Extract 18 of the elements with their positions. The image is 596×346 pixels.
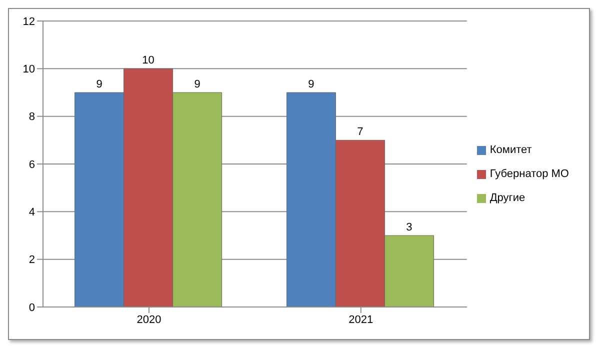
data-label: 9: [96, 78, 102, 90]
y-tick-label: 8: [28, 111, 35, 124]
y-tick-label: 12: [22, 16, 35, 28]
data-label: 9: [308, 78, 314, 90]
legend-label: Другие: [490, 192, 526, 204]
y-tick-label: 0: [28, 302, 35, 314]
data-label: 9: [194, 78, 200, 90]
y-tick-label: 6: [28, 158, 35, 171]
y-tick-label: 10: [22, 64, 35, 76]
data-label: 10: [142, 54, 154, 67]
legend-label: Губернатор МО: [490, 168, 569, 180]
x-tick-label: 2020: [136, 314, 162, 326]
y-tick-label: 2: [28, 254, 35, 266]
legend-label: Комитет: [490, 144, 532, 156]
y-tick-label: 4: [28, 206, 35, 219]
data-label: 7: [357, 126, 364, 138]
x-tick-label: 2021: [348, 314, 374, 326]
data-label: 3: [406, 222, 412, 234]
